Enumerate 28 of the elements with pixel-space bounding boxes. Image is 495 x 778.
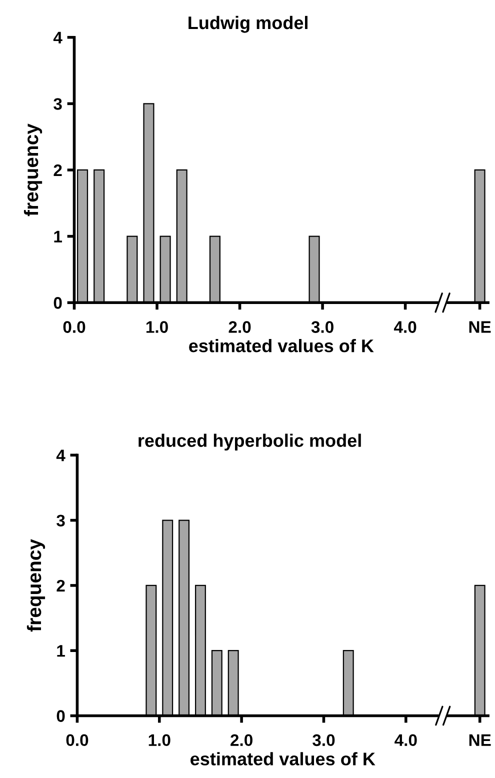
x-tick-label: 3.0 <box>311 321 334 333</box>
x-tick-label: 0.0 <box>63 321 86 333</box>
y-tick-label: 1 <box>54 230 62 242</box>
x-axis-title: estimated values of K <box>190 752 376 766</box>
x-tick-label: 3.0 <box>312 734 335 746</box>
y-tick-label: 0 <box>56 710 65 722</box>
chart-title: reduced hyperbolic model <box>138 434 361 451</box>
x-tick-label: 4.0 <box>394 321 416 333</box>
y-tick-label: 4 <box>53 32 62 44</box>
y-tick-label: 0 <box>54 297 62 309</box>
y-axis-title: frequency <box>24 124 42 216</box>
x-tick-label: 2.0 <box>228 321 251 333</box>
x-axis-title: estimated values of K <box>189 339 374 352</box>
y-tick-label: 2 <box>54 164 62 176</box>
x-tick-label: 4.0 <box>394 734 417 746</box>
x-tick-label: 1.0 <box>148 734 170 746</box>
x-tick-label: 1.0 <box>146 321 168 333</box>
x-tick-label: NE <box>469 734 491 746</box>
y-tick-label: 3 <box>56 514 65 527</box>
x-tick-label: NE <box>469 321 491 333</box>
y-axis-title: frequency <box>26 539 46 632</box>
x-tick-label: 2.0 <box>230 734 252 746</box>
y-tick-label: 1 <box>57 645 65 657</box>
y-tick-label: 2 <box>56 580 65 592</box>
x-tick-label: 0.0 <box>66 734 88 746</box>
y-tick-label: 4 <box>56 450 66 462</box>
chart-title: Ludwig model <box>188 16 308 33</box>
y-tick-label: 3 <box>54 98 62 110</box>
